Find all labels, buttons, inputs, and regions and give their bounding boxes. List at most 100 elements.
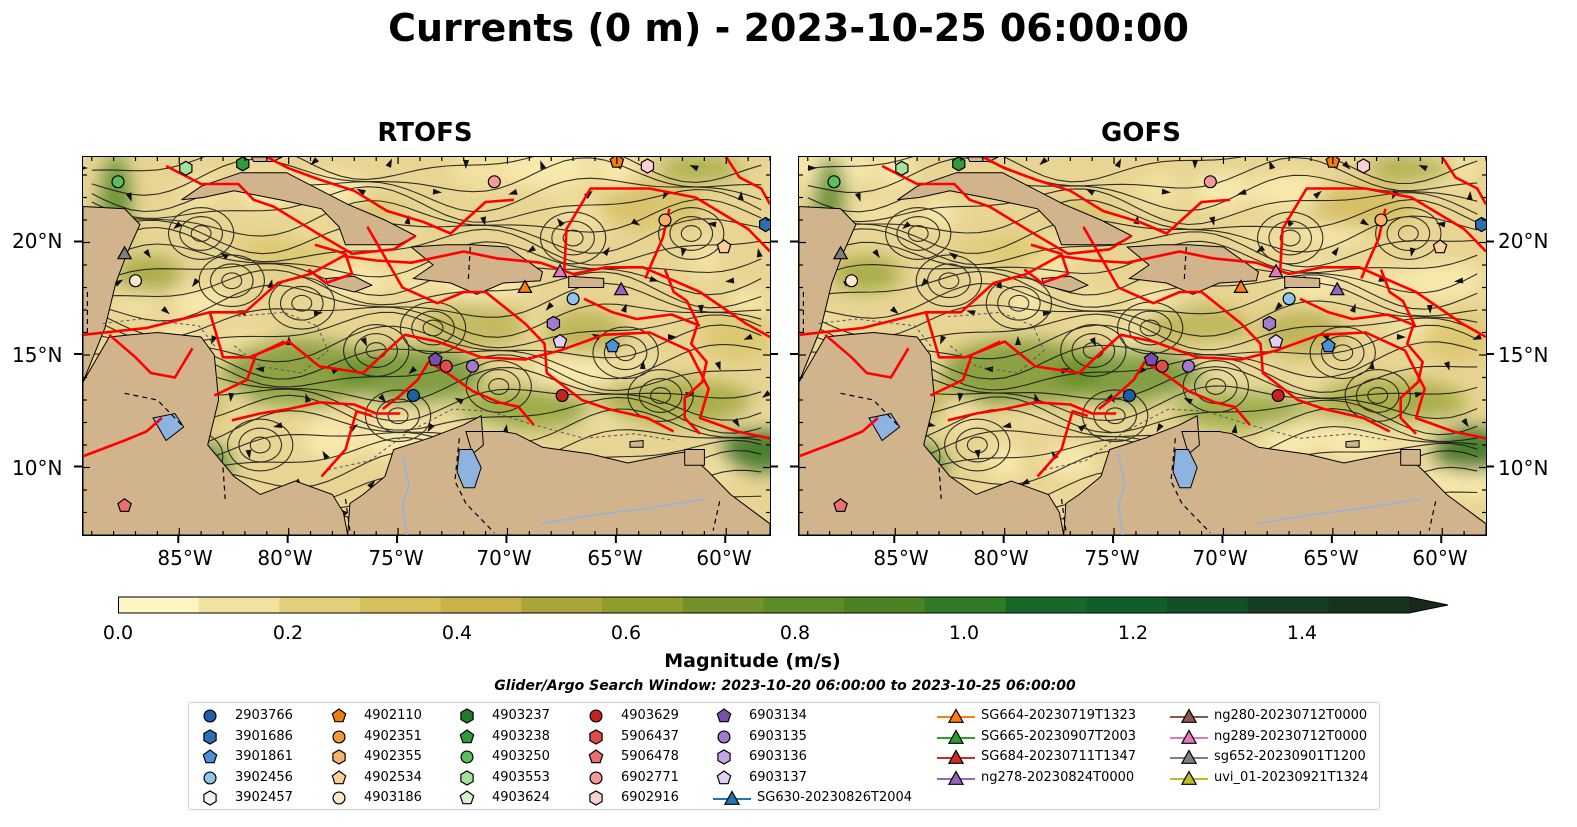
lat-label-20n-right: 20°N <box>1498 229 1549 253</box>
legend-label: SG664-20230719T1323 <box>981 708 1137 723</box>
legend-label: 3902456 <box>235 769 293 785</box>
float-marker <box>439 359 453 373</box>
axis-ticks <box>799 157 1486 535</box>
legend-symbol <box>589 728 603 745</box>
legend-symbol <box>716 708 732 723</box>
river <box>540 498 705 525</box>
legend: 2903766 3901686 3901861 3902456 3902457 49021… <box>188 702 1380 810</box>
legend-marker-circle-icon <box>717 729 731 744</box>
float-marker <box>487 175 501 189</box>
float-marker <box>552 333 568 348</box>
colorbar-tick-7: 1.4 <box>1286 622 1318 644</box>
legend-symbol <box>589 790 603 806</box>
float-marker <box>546 315 561 332</box>
colorbar-segment <box>763 597 845 613</box>
float-marker <box>1268 333 1284 348</box>
map-rtofs[interactable] <box>82 156 771 536</box>
legend-label: uvi_01-20230921T1324 <box>1214 769 1369 785</box>
legend-label: 4902351 <box>364 728 422 744</box>
legend-label: 6903137 <box>749 769 807 785</box>
legend-label: 3901686 <box>235 728 293 744</box>
float-marker <box>1155 359 1169 373</box>
float-marker <box>1262 315 1277 332</box>
legend-label: sg652-20230901T1200 <box>1214 749 1366 764</box>
colorbar-segment <box>360 597 442 613</box>
float-marker <box>895 160 909 176</box>
float-marker <box>613 281 629 296</box>
legend-label: 3902457 <box>235 790 293 805</box>
lon-label-85w-right: 85°W <box>873 546 929 570</box>
legend-label: 4903624 <box>492 790 550 805</box>
legend-symbol <box>947 749 965 764</box>
float-marker <box>517 279 533 293</box>
country-borders <box>802 246 1437 534</box>
legend-symbol <box>331 769 347 784</box>
colorbar-segment <box>602 597 684 613</box>
legend-symbol <box>203 770 217 785</box>
float-marker <box>1321 338 1336 353</box>
legend-marker-hexagon-icon <box>203 790 217 806</box>
lat-label-20n-left: 20°N <box>12 229 63 253</box>
legend-label: 6902771 <box>621 769 679 785</box>
legend-symbol <box>1180 749 1198 764</box>
legend-marker-pentagon-icon <box>716 708 732 723</box>
lat-label-15n-left: 15°N <box>12 343 63 367</box>
float-marker <box>236 157 250 172</box>
float-marker <box>1475 216 1486 233</box>
legend-marker-hexagon-icon <box>203 728 217 745</box>
colorbar-segment <box>682 597 764 613</box>
legend-symbol <box>1180 728 1198 744</box>
lon-label-70w-right: 70°W <box>1192 546 1248 570</box>
float-marker <box>1432 239 1448 254</box>
legend-symbol <box>331 708 347 723</box>
float-marker <box>1356 158 1371 174</box>
river <box>1117 453 1126 535</box>
lon-label-60w-right: 60°W <box>1412 546 1468 570</box>
country-borders <box>86 246 721 534</box>
float-marker <box>1181 359 1195 373</box>
lat-label-15n-right: 15°N <box>1498 343 1549 367</box>
float-marker <box>566 292 580 306</box>
axis-ticks <box>83 157 770 535</box>
colorbar-extend-arrow <box>1409 597 1448 613</box>
legend-symbol <box>589 770 603 785</box>
float-marker <box>1122 388 1136 403</box>
legend-label: 6903134 <box>749 708 807 723</box>
legend-label: 6903136 <box>749 749 807 764</box>
legend-label: ng278-20230824T0000 <box>981 769 1135 785</box>
legend-label: SG684-20230711T1347 <box>981 749 1137 764</box>
legend-symbol <box>332 791 346 805</box>
legend-marker-circle-icon <box>332 791 346 805</box>
lon-label-75w-left: 75°W <box>368 546 424 570</box>
legend-symbol <box>332 729 346 744</box>
float-marker <box>605 338 620 353</box>
colorbar-segment <box>924 597 1007 613</box>
legend-symbol <box>332 749 346 765</box>
legend-marker-pentagon-icon <box>716 769 732 784</box>
float-marker <box>640 158 655 174</box>
legend-marker-pentagon-icon <box>459 728 475 743</box>
legend-marker-circle-icon <box>332 729 346 744</box>
lon-label-65w-right: 65°W <box>1303 546 1359 570</box>
colorbar-tick-4: 0.8 <box>779 622 811 644</box>
legend-label: 4902110 <box>364 708 422 723</box>
legend-label: ng280-20230712T0000 <box>1214 708 1368 723</box>
legend-symbol <box>460 750 474 764</box>
map-gofs[interactable] <box>798 156 1487 536</box>
float-marker <box>952 157 966 172</box>
float-marker <box>116 245 133 260</box>
legend-label: SG665-20230907T2003 <box>981 728 1137 744</box>
legend-marker-hexagon-icon <box>460 769 474 786</box>
float-marker <box>832 245 849 260</box>
float-marker <box>179 160 193 176</box>
river <box>1256 498 1421 525</box>
colorbar-tick-5: 1.0 <box>948 622 980 644</box>
legend-marker-triangle-icon <box>937 769 975 785</box>
legend-label: 4903238 <box>492 728 550 744</box>
legend-label: 2903766 <box>235 708 293 723</box>
legend-marker-triangle-icon <box>1170 728 1208 744</box>
legend-label: 3901861 <box>235 749 293 764</box>
legend-marker-circle-icon <box>460 750 474 764</box>
legend-symbol <box>717 749 731 765</box>
legend-symbol <box>717 729 731 744</box>
